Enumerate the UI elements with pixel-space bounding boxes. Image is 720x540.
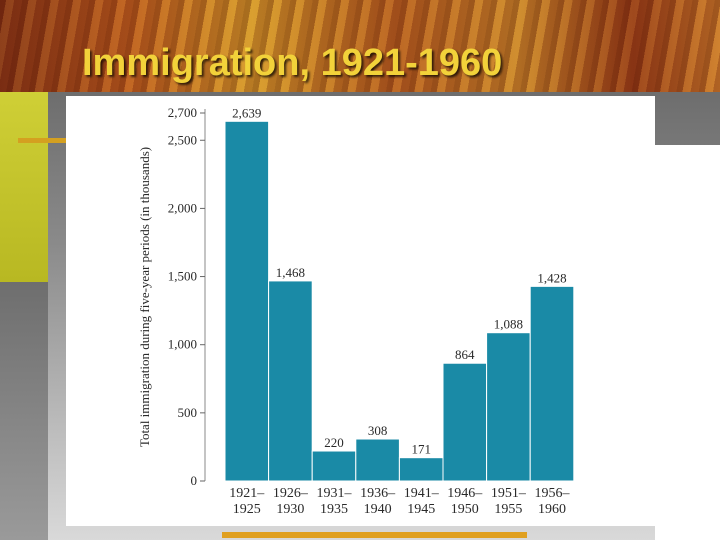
bar-value-label: 308 xyxy=(368,423,388,438)
x-category-label: 1926– xyxy=(273,486,309,501)
y-tick-label: 2,500 xyxy=(168,132,197,147)
bar-value-label: 1,468 xyxy=(276,265,305,280)
x-category-label: 1931– xyxy=(317,486,353,501)
x-category-label: 1955 xyxy=(494,502,522,517)
bar-value-label: 864 xyxy=(455,347,475,362)
bar xyxy=(442,362,488,482)
x-category-label: 1936– xyxy=(360,486,396,501)
bar xyxy=(224,120,270,482)
bar-value-label: 220 xyxy=(324,435,344,450)
x-category-label: 1956– xyxy=(535,486,571,501)
x-category-label: 1950 xyxy=(451,502,479,517)
x-category-label: 1946– xyxy=(447,486,483,501)
decorative-left-bar xyxy=(0,92,48,282)
x-category-label: 1960 xyxy=(538,502,566,517)
bar-value-label: 2,639 xyxy=(232,105,261,120)
decorative-rule xyxy=(18,138,78,143)
x-category-label: 1930 xyxy=(276,502,304,517)
chart-image: 0 500 1,000 1,500 2,000 2,500 2,700 2,639 1921– 1… xyxy=(66,96,655,526)
x-category-label: 1921– xyxy=(229,486,265,501)
bar xyxy=(355,438,400,482)
y-tick-label: 0 xyxy=(191,473,198,488)
bar-value-label: 171 xyxy=(411,442,431,457)
y-tick-label: 1,000 xyxy=(168,337,197,352)
x-category-label: 1945 xyxy=(407,502,435,517)
bar-value-label: 1,088 xyxy=(494,317,523,332)
bar xyxy=(486,332,531,482)
decorative-right-panel xyxy=(655,145,720,540)
x-category-label: 1935 xyxy=(320,502,348,517)
bar xyxy=(311,450,357,482)
decorative-left-bar-lower xyxy=(0,282,48,540)
decorative-top-band xyxy=(0,0,720,92)
y-tick-label: 500 xyxy=(178,405,198,420)
slide-title: Immigration, 1921-1960 xyxy=(82,42,503,84)
x-category-label: 1941– xyxy=(404,486,440,501)
y-tick-label: 2,700 xyxy=(168,105,197,120)
x-category-label: 1951– xyxy=(491,486,527,501)
bar xyxy=(398,457,444,482)
x-category-label: 1925 xyxy=(233,502,261,517)
y-axis-label: Total immigration during five-year perio… xyxy=(137,147,152,447)
bar-value-label: 1,428 xyxy=(537,270,566,285)
bar xyxy=(268,280,313,482)
x-category-label: 1940 xyxy=(364,502,392,517)
decorative-bottom-rule xyxy=(222,532,527,538)
y-tick-label: 1,500 xyxy=(168,269,197,284)
bar xyxy=(529,285,575,482)
y-tick-label: 2,000 xyxy=(168,200,197,215)
